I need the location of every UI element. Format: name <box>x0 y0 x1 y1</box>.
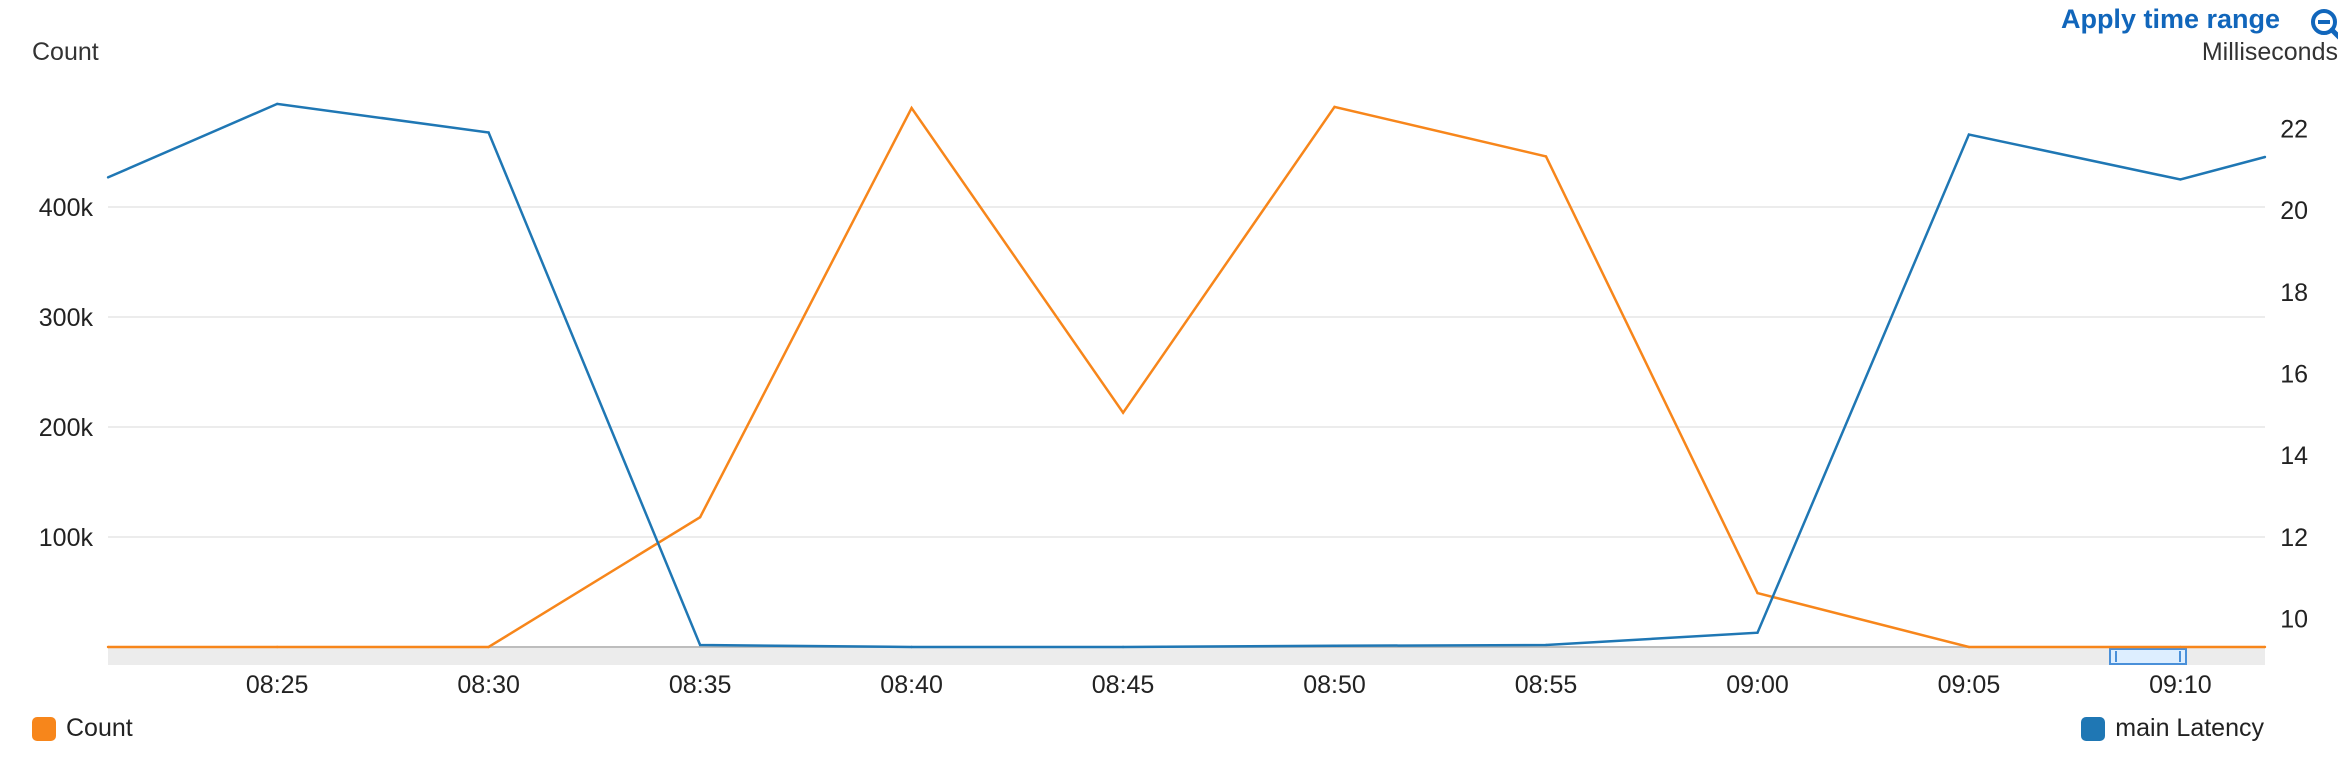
data-point-latency[interactable] <box>698 643 702 647</box>
data-point-latency[interactable] <box>1121 645 1125 649</box>
data-point-latency[interactable] <box>1544 643 1548 647</box>
y-right-tick-label: 12 <box>2280 524 2308 552</box>
data-point-latency[interactable] <box>1756 631 1759 634</box>
y-right-tick-label: 18 <box>2280 279 2308 307</box>
y-left-ticks: 100k 200k 300k 400k <box>39 194 94 552</box>
data-point-count[interactable] <box>698 516 702 519</box>
grid-lines <box>108 206 2265 538</box>
series-line-latency[interactable] <box>107 102 2266 649</box>
x-tick-label: 08:40 <box>880 671 943 699</box>
y-right-tick-label: 16 <box>2280 360 2308 388</box>
data-point-count[interactable] <box>1967 645 1971 649</box>
x-tick-label: 08:35 <box>669 671 732 699</box>
x-tick-label: 08:25 <box>246 671 309 699</box>
data-point-latency[interactable] <box>106 176 110 179</box>
data-point-latency[interactable] <box>2179 178 2182 181</box>
x-ticks: 08:25 08:30 08:35 08:40 08:45 08:50 08:55 09:00… <box>246 671 2212 699</box>
y-right-tick-label: 14 <box>2280 442 2308 470</box>
y-axis-right-title: Milliseconds <box>2201 38 2338 66</box>
legend-latency-label: main Latency <box>2115 714 2264 742</box>
legend-item-latency[interactable]: main Latency <box>2081 714 2264 743</box>
y-axis-left-title: Count <box>32 38 99 66</box>
data-point-latency[interactable] <box>2263 155 2267 159</box>
x-tick-label: 08:50 <box>1303 671 1366 699</box>
zoom-out-icon[interactable] <box>2308 6 2338 42</box>
x-tick-label: 08:55 <box>1515 671 1578 699</box>
y-left-tick-label: 100k <box>39 524 94 552</box>
data-point-count[interactable] <box>1121 411 1125 414</box>
series-line-count[interactable] <box>108 105 2265 649</box>
data-point-count[interactable] <box>487 645 490 649</box>
series-layer <box>106 102 2267 649</box>
apply-time-range-link[interactable]: Apply time range <box>2060 4 2280 34</box>
data-point-count[interactable] <box>2179 645 2182 649</box>
legend-item-count[interactable]: Count <box>32 714 133 743</box>
data-point-latency[interactable] <box>910 645 913 649</box>
data-point-count[interactable] <box>1333 105 1336 109</box>
count-swatch <box>32 716 56 741</box>
x-tick-label: 08:30 <box>457 671 520 699</box>
data-point-count[interactable] <box>2263 645 2267 649</box>
range-navigator[interactable] <box>108 646 2265 665</box>
y-left-tick-label: 200k <box>39 414 94 442</box>
x-tick-label: 09:10 <box>2149 671 2212 699</box>
legend-count-label: Count <box>66 714 133 742</box>
data-point-count[interactable] <box>1756 591 1759 595</box>
data-point-count[interactable] <box>910 106 913 110</box>
y-left-tick-label: 400k <box>39 194 94 222</box>
latency-swatch <box>2081 716 2106 741</box>
data-point-count[interactable] <box>106 645 110 649</box>
x-tick-label: 09:00 <box>1726 671 1789 699</box>
x-tick-label: 08:45 <box>1092 671 1155 699</box>
navigator-track[interactable] <box>108 647 2265 665</box>
y-right-tick-label: 10 <box>2280 605 2308 633</box>
data-point-latency[interactable] <box>275 102 279 106</box>
data-point-latency[interactable] <box>487 131 490 134</box>
y-right-ticks: 10 12 14 16 18 20 22 <box>2280 115 2308 633</box>
data-point-count[interactable] <box>1544 155 1548 158</box>
x-tick-label: 09:05 <box>1938 671 2001 699</box>
y-left-tick-label: 300k <box>39 304 94 332</box>
y-right-tick-label: 20 <box>2280 197 2308 225</box>
navigator-handle[interactable] <box>2109 648 2187 665</box>
data-point-count[interactable] <box>275 645 279 649</box>
data-point-latency[interactable] <box>1967 133 1971 136</box>
y-right-tick-label: 22 <box>2280 115 2308 143</box>
data-point-latency[interactable] <box>1333 644 1336 647</box>
